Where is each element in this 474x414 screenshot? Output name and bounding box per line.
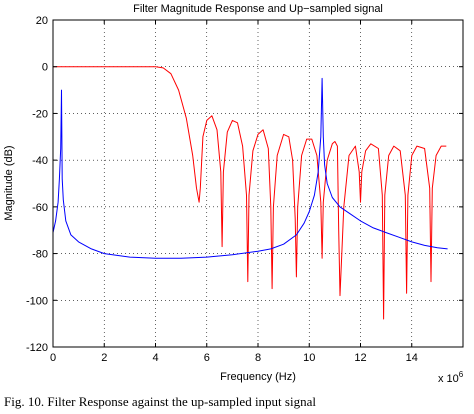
y-tick-label: -40 bbox=[32, 155, 48, 167]
figure-caption: Fig. 10. Filter Response against the up-… bbox=[4, 394, 316, 409]
tick-marks bbox=[52, 19, 463, 348]
x-axis-multiplier: x 106 bbox=[438, 370, 464, 385]
y-tick-label: 20 bbox=[36, 15, 48, 27]
series-layer bbox=[52, 66, 448, 320]
x-axis-multiplier-base: x 10 bbox=[438, 373, 459, 385]
x-tick-label: 14 bbox=[406, 352, 418, 364]
grid-lines bbox=[53, 20, 463, 347]
y-tick-label: -60 bbox=[32, 202, 48, 214]
chart-title: Filter Magnitude Response and Up−sampled… bbox=[133, 3, 383, 15]
y-tick-label: -120 bbox=[26, 342, 48, 354]
x-tick-label: 12 bbox=[354, 352, 366, 364]
x-tick-label: 0 bbox=[50, 352, 56, 364]
x-tick-label: 4 bbox=[152, 352, 158, 364]
x-axis-label: Frequency (Hz) bbox=[220, 371, 296, 383]
x-tick-label: 6 bbox=[204, 352, 210, 364]
series-line-1 bbox=[53, 66, 447, 320]
x-tick-labels: 0 2 4 6 8 10 12 14 bbox=[50, 352, 418, 364]
y-tick-label: -100 bbox=[26, 295, 48, 307]
x-tick-label: 2 bbox=[101, 352, 107, 364]
y-tick-label: 0 bbox=[42, 62, 48, 74]
y-axis-label: Magnitude (dB) bbox=[3, 145, 15, 220]
y-tick-label: -80 bbox=[32, 249, 48, 261]
y-tick-label: -20 bbox=[32, 108, 48, 120]
series-line-2 bbox=[52, 77, 448, 259]
x-tick-label: 10 bbox=[303, 352, 315, 364]
y-tick-labels: 20 0 -20 -40 -60 -80 -100 -120 bbox=[26, 15, 48, 354]
plot-background bbox=[53, 20, 463, 347]
x-tick-label: 8 bbox=[255, 352, 261, 364]
chart-figure: 0 2 4 6 8 10 12 14 20 0 -20 -40 -60 -80 -100 -120 Filt… bbox=[3, 3, 464, 385]
x-axis-multiplier-exponent: 6 bbox=[459, 370, 464, 379]
